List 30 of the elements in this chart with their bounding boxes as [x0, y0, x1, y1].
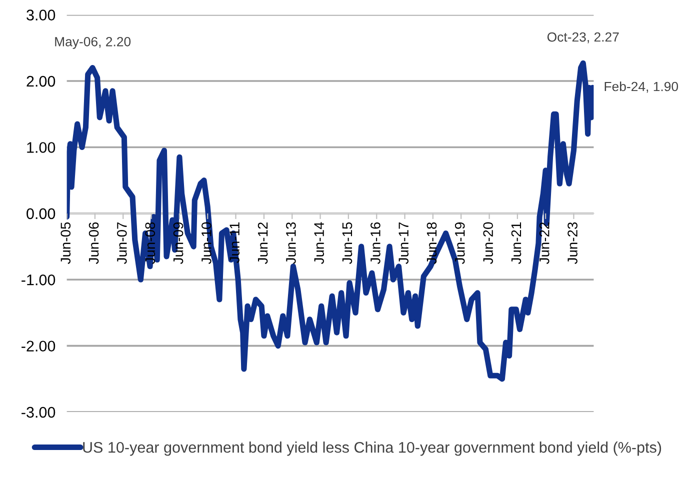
- x-tick-label: Jun-19: [454, 222, 465, 264]
- y-tick-label: 0.00: [26, 208, 56, 220]
- x-tick-label: Jun-07: [116, 222, 127, 264]
- x-tick-label: Jun-06: [88, 222, 99, 264]
- x-tick-label: Jun-10: [202, 222, 212, 264]
- x-tick-label: Jun-20: [483, 222, 494, 264]
- x-tick-label: Jun-18: [426, 222, 437, 264]
- y-tick-label: 1.00: [27, 142, 56, 153]
- x-tick-label: Jun-13: [286, 222, 296, 264]
- x-tick-label: Jun-11: [230, 222, 240, 263]
- annotation: May-06, 2.20: [55, 36, 131, 49]
- annotation: Oct-23, 2.27: [547, 32, 619, 44]
- y-tick-label: 2.00: [26, 76, 56, 87]
- x-tick-label: Jun-08: [145, 222, 156, 264]
- x-tick-label: Jun-23: [568, 222, 578, 264]
- y-tick-label: -2.00: [22, 340, 56, 352]
- y-tick-label: -3.00: [22, 406, 56, 418]
- x-tick-label: Jun-14: [314, 222, 324, 264]
- x-tick-label: Jun-12: [258, 222, 268, 264]
- y-tick-label: -1.00: [22, 274, 56, 286]
- x-tick-label: Jun-22: [539, 222, 550, 264]
- x-tick-label: Jun-21: [511, 222, 522, 264]
- x-tick-label: Jun-09: [173, 222, 184, 264]
- legend-label: US 10-year government bond yield less China 10-year government bond yield (%-pts): [83, 442, 662, 456]
- x-tick-label: Jun-05: [60, 222, 71, 264]
- y-tick-label: 3.00: [26, 10, 56, 21]
- annotation: Feb-24, 1.90: [604, 81, 678, 93]
- x-tick-label: Jun-16: [370, 222, 380, 264]
- x-tick-label: Jun-15: [342, 222, 352, 264]
- x-tick-label: Jun-17: [398, 222, 409, 264]
